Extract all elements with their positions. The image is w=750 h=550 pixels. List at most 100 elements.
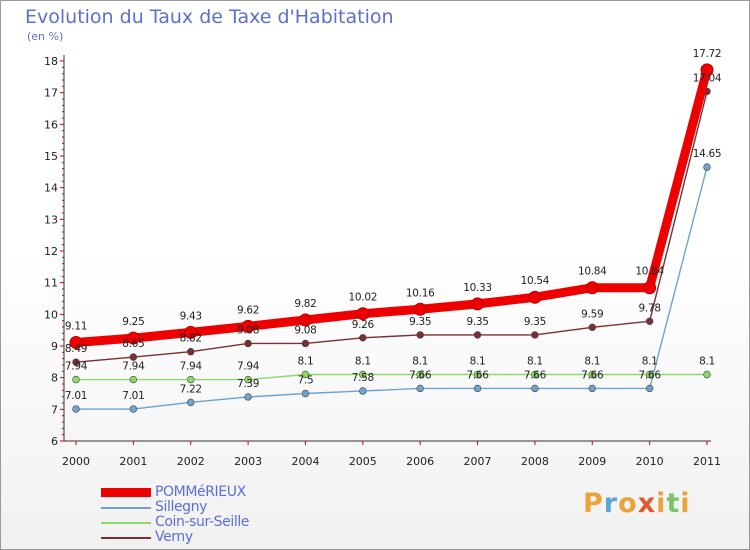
- data-label: 7.5: [298, 375, 314, 387]
- data-label: 7.66: [639, 369, 662, 381]
- legend-item: Verny: [101, 530, 249, 545]
- data-point: [588, 323, 596, 332]
- data-label: 7.94: [122, 361, 145, 373]
- data-label: 9.08: [294, 324, 316, 336]
- logo-letter: o: [618, 488, 638, 519]
- data-label: 9.35: [466, 316, 488, 328]
- data-point: [645, 317, 654, 325]
- data-point: [700, 63, 714, 77]
- data-point: [129, 375, 138, 384]
- proxiti-logo: Proxiti: [583, 488, 691, 519]
- x-tick-label: 2007: [464, 455, 492, 468]
- chart-unit-label: (en %): [27, 30, 64, 43]
- series-line-3: [75, 90, 708, 363]
- logo-letter: r: [603, 488, 619, 519]
- data-point: [129, 405, 138, 413]
- data-label: 7.01: [65, 390, 87, 402]
- data-point: [416, 370, 424, 379]
- data-label: 10.33: [463, 282, 492, 294]
- y-tick-label: 12: [44, 245, 58, 258]
- data-label: 7.66: [581, 369, 604, 381]
- legend-swatch-sillegny: [101, 506, 151, 509]
- legend-item: Sillegny: [101, 500, 249, 515]
- logo-letter: t: [666, 488, 681, 519]
- data-point: [471, 297, 485, 311]
- data-label: 8.1: [355, 356, 371, 368]
- y-tick-label: 17: [44, 87, 58, 100]
- data-label: 8.49: [65, 343, 87, 355]
- data-point: [531, 384, 539, 393]
- data-label: 14.65: [693, 148, 722, 160]
- data-point: [473, 331, 482, 339]
- data-label: 17.04: [693, 72, 722, 84]
- data-point: [244, 339, 252, 348]
- data-point: [703, 370, 711, 379]
- data-label: 9.35: [409, 316, 431, 328]
- x-tick-label: 2005: [349, 455, 377, 468]
- data-point: [301, 370, 310, 379]
- data-label: 7.58: [352, 372, 374, 384]
- y-tick-label: 13: [44, 213, 58, 226]
- data-point: [413, 302, 427, 316]
- legend-swatch-pommerieux: [101, 488, 151, 497]
- data-label: 10.02: [349, 292, 378, 304]
- y-tick-label: 16: [44, 118, 58, 131]
- legend-swatch-verny: [101, 536, 151, 539]
- x-tick-label: 2003: [234, 455, 262, 468]
- data-point: [184, 325, 198, 339]
- data-label: 7.01: [122, 390, 144, 402]
- data-point: [187, 375, 195, 384]
- series-line-0: [71, 65, 712, 348]
- data-label: 7.66: [524, 369, 547, 381]
- x-tick-label: 2010: [636, 455, 664, 468]
- data-label: 9.25: [122, 316, 144, 328]
- data-point: [69, 336, 83, 350]
- data-label: 10.54: [521, 275, 550, 287]
- x-tick-label: 2004: [291, 455, 319, 468]
- data-point: [244, 375, 252, 384]
- y-tick-label: 10: [44, 308, 58, 321]
- data-point: [359, 370, 367, 379]
- logo-letter: P: [583, 488, 604, 519]
- legend-swatch-coin-sur-seille: [101, 521, 151, 524]
- data-point: [645, 384, 654, 393]
- series-line-1: [75, 166, 708, 410]
- data-point: [301, 389, 310, 398]
- y-tick-label: 14: [44, 182, 58, 195]
- data-label: 10.84: [635, 266, 664, 278]
- data-label: 8.1: [584, 356, 600, 368]
- data-point: [187, 398, 195, 407]
- data-point: [72, 375, 80, 384]
- legend-label-sillegny: Sillegny: [155, 499, 208, 515]
- data-point: [416, 331, 424, 339]
- data-point: [356, 307, 370, 321]
- legend-item: POMMéRIEUX: [101, 485, 249, 500]
- data-point: [473, 384, 482, 393]
- data-point: [244, 393, 252, 401]
- data-point: [643, 281, 657, 295]
- data-point: [129, 353, 138, 361]
- data-label: 8.1: [412, 356, 428, 368]
- x-tick-label: 2008: [521, 455, 549, 468]
- data-label: 8.1: [642, 356, 658, 368]
- data-label: 8.82: [180, 333, 202, 345]
- chart-title: Evolution du Taux de Taxe d'Habitation: [25, 6, 394, 28]
- data-label: 7.22: [180, 383, 202, 395]
- x-tick-label: 2002: [177, 455, 205, 468]
- data-label: 17.72: [693, 48, 722, 60]
- data-point: [473, 370, 482, 379]
- data-label: 8.1: [699, 356, 715, 368]
- y-tick-label: 8: [51, 372, 58, 385]
- data-point: [703, 163, 711, 171]
- legend-label-pommerieux: POMMéRIEUX: [155, 484, 246, 500]
- data-point: [187, 348, 195, 356]
- data-label: 7.66: [409, 369, 432, 381]
- data-label: 9.59: [581, 308, 603, 320]
- data-point: [531, 331, 539, 339]
- data-point: [72, 358, 80, 366]
- data-point: [359, 387, 367, 395]
- data-point: [528, 290, 542, 304]
- data-label: 7.94: [180, 361, 203, 373]
- y-tick-label: 11: [44, 277, 58, 290]
